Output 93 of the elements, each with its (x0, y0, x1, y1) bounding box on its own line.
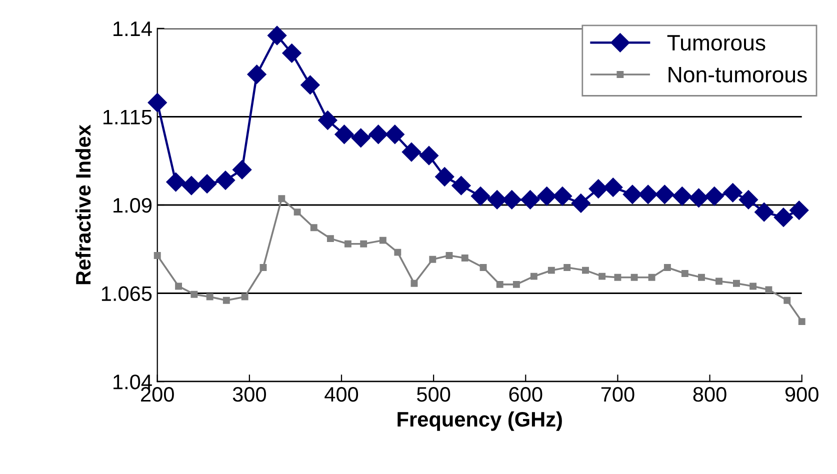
y-tick-label: 1.09 (114, 198, 152, 213)
point (461, 254, 468, 262)
point (571, 194, 590, 213)
point (548, 266, 555, 274)
point (429, 256, 436, 263)
x-tick-label: 200 (141, 386, 174, 402)
point (614, 274, 622, 281)
point (326, 235, 334, 242)
point (198, 174, 217, 194)
x-tick-label: 500 (417, 386, 450, 402)
point (394, 248, 402, 256)
y-tick-label: 1.14 (114, 22, 152, 36)
point (300, 75, 320, 94)
point (790, 200, 809, 220)
y-tick-label: 1.065 (102, 286, 152, 302)
point (182, 176, 201, 196)
point (232, 160, 252, 180)
legend-label: Tumorous (667, 35, 766, 51)
point (681, 270, 688, 277)
point (379, 236, 386, 244)
point (798, 318, 806, 326)
x-tick-label: 800 (693, 386, 726, 402)
point (530, 272, 538, 280)
point (190, 290, 198, 298)
x-tick-label: 600 (509, 386, 542, 402)
point (175, 282, 182, 290)
point (318, 110, 338, 130)
point (154, 252, 161, 259)
point (698, 274, 705, 281)
x-axis-title: Frequency (GHz) (398, 411, 562, 431)
point (344, 240, 352, 248)
point (704, 186, 724, 206)
point (630, 274, 638, 281)
point (496, 280, 504, 288)
point (216, 170, 236, 190)
point (419, 146, 438, 166)
point (738, 190, 758, 210)
point (638, 184, 658, 204)
point (588, 179, 608, 198)
point (672, 186, 692, 206)
point (470, 186, 490, 206)
point (655, 184, 674, 204)
point (502, 190, 522, 210)
point (260, 264, 267, 271)
point (351, 128, 370, 148)
point (733, 280, 740, 287)
x-tick-label: 700 (601, 386, 634, 402)
point (598, 272, 606, 280)
point (723, 183, 742, 202)
point (222, 296, 230, 304)
point (750, 282, 757, 290)
point (241, 293, 248, 300)
point (166, 172, 186, 192)
point (268, 26, 287, 46)
point (784, 296, 791, 304)
point (754, 202, 774, 222)
point (360, 240, 368, 248)
point (278, 195, 286, 202)
point (582, 266, 589, 274)
point (622, 184, 642, 204)
point (334, 124, 354, 144)
point (552, 186, 572, 206)
point (410, 280, 418, 287)
point (604, 178, 623, 197)
x-tick-label: 300 (232, 386, 266, 402)
point (385, 124, 404, 144)
x-tick-label: 900 (785, 386, 818, 402)
point (282, 44, 302, 63)
point (648, 274, 656, 281)
point (206, 293, 214, 300)
point (664, 264, 671, 271)
point (537, 186, 556, 206)
point (765, 286, 772, 294)
y-tick-label: 1.115 (103, 110, 152, 124)
point (774, 208, 793, 227)
point (446, 252, 453, 259)
point (480, 264, 487, 271)
point (247, 64, 266, 84)
point (520, 190, 540, 210)
point (294, 208, 301, 216)
point (402, 142, 422, 162)
point (716, 278, 722, 285)
legend-label: Non-tumorous (668, 66, 807, 82)
y-tick-label: 1.04 (114, 374, 152, 390)
point (310, 224, 318, 232)
point (512, 280, 520, 288)
point (452, 176, 471, 196)
point (564, 264, 571, 271)
point (435, 167, 454, 186)
x-tick-label: 400 (324, 386, 358, 402)
point (689, 188, 708, 208)
point (368, 124, 388, 144)
y-axis-title: Refractive Index (75, 124, 91, 284)
